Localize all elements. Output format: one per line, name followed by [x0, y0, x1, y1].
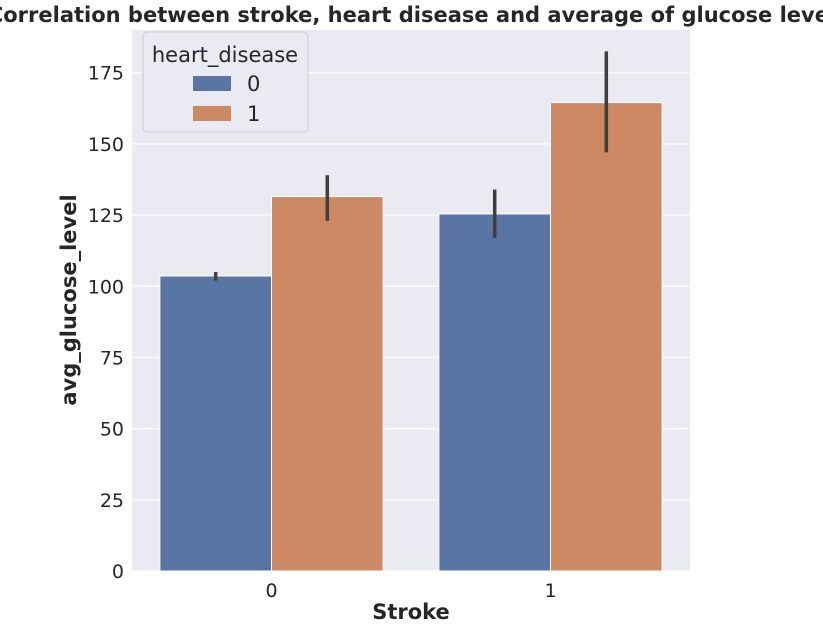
legend-label-1: 1 — [247, 102, 260, 126]
error-bars — [213, 51, 609, 281]
x-axis-label: Stroke — [372, 600, 450, 624]
chart-title: Correlation between stroke, heart diseas… — [0, 3, 823, 27]
legend-label-0: 0 — [247, 72, 260, 96]
bar-1-1 — [550, 102, 663, 572]
y-axis-label: avg_glucose_level — [57, 194, 81, 405]
y-tick-label: 75 — [100, 347, 124, 369]
legend-swatch-1 — [193, 106, 231, 121]
bar-0-1 — [438, 213, 551, 572]
x-tick-label: 0 — [265, 580, 277, 602]
y-tick-label: 150 — [88, 134, 124, 156]
bars — [159, 102, 663, 572]
legend: heart_disease 0 1 — [142, 31, 309, 133]
legend-title: heart_disease — [152, 43, 298, 68]
y-tick-label: 25 — [100, 490, 124, 512]
y-tick-label: 0 — [112, 561, 124, 583]
y-tick-label: 125 — [88, 205, 124, 227]
y-tick-label: 50 — [100, 419, 124, 441]
y-axis-ticks: 0 25 50 75 100 125 150 175 — [88, 63, 124, 583]
bar-1-0 — [271, 196, 384, 572]
y-tick-label: 175 — [88, 63, 124, 85]
x-tick-label: 1 — [544, 580, 556, 602]
bar-0-0 — [159, 275, 272, 572]
y-tick-label: 100 — [88, 276, 124, 298]
legend-swatch-0 — [193, 76, 231, 91]
